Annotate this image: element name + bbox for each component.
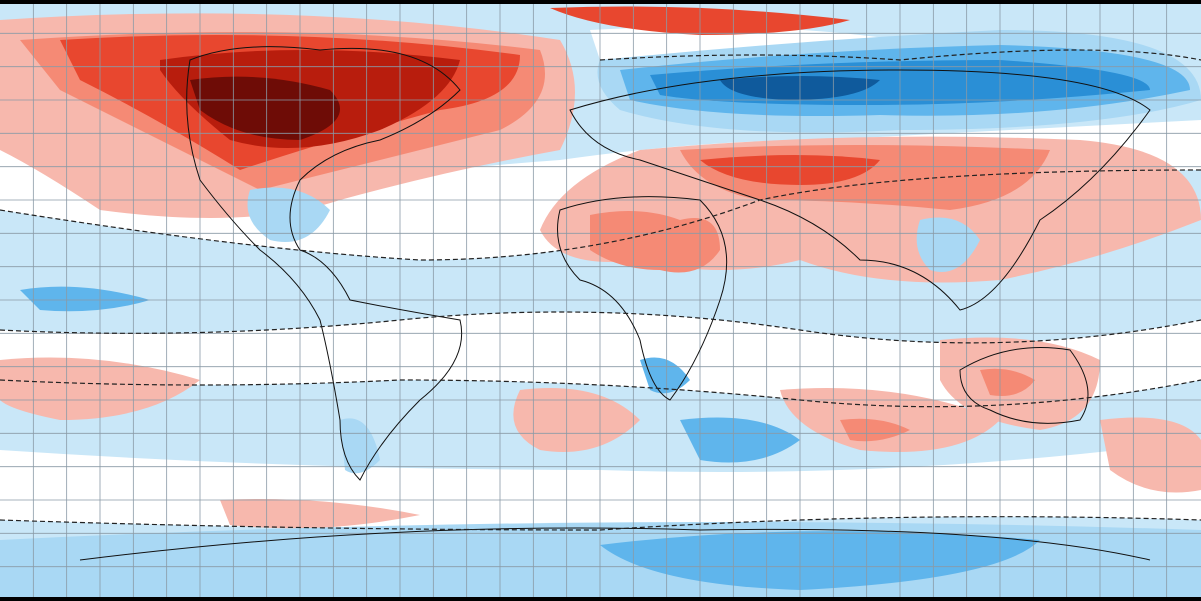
zero-contours <box>0 49 1201 531</box>
warm-anomalies <box>0 6 1201 529</box>
top-border <box>0 0 1201 4</box>
bottom-border <box>0 597 1201 601</box>
coastlines <box>79 46 1151 561</box>
